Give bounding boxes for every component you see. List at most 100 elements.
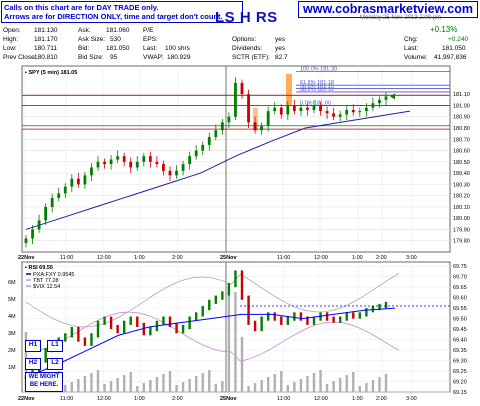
quote-high-label: High:: [3, 36, 19, 43]
price-y-tick-label: 179.90: [453, 227, 470, 233]
rsi-y-tick-label: 69.75: [453, 264, 467, 270]
rsi-y-tick-label: 69.30: [453, 359, 467, 365]
candle-body: [44, 206, 48, 221]
volume-tick-label: 2M: [8, 348, 16, 354]
rsi-legend-entry: PXA:FXY 0.9545: [33, 272, 74, 278]
candle-body: [214, 130, 218, 138]
rsi-y-tick-label: 69.55: [453, 306, 467, 312]
quote-pe-label: P/E: [143, 27, 154, 34]
price-y-tick-label: 181.00: [453, 103, 470, 109]
rsi-candle: [96, 320, 100, 338]
volume-bar: [64, 385, 67, 392]
rsi-candle: [332, 316, 335, 323]
rsi-candle: [181, 324, 185, 334]
rsi-candle: [188, 316, 191, 330]
rsi-candle: [116, 324, 119, 334]
quote-volume: 41,997,836: [434, 54, 467, 61]
volume-bar: [247, 386, 250, 392]
price-panel-title: ▪ SPY (5 min) 181.05: [25, 70, 77, 76]
rsi-candle: [240, 270, 244, 300]
volume-bar: [253, 383, 257, 392]
rsi-legend-entry: $VIX 12.54: [33, 284, 60, 290]
candle-body: [181, 164, 185, 171]
price-y-tick-label: 181.10: [453, 92, 470, 98]
moving-average-line: [25, 110, 411, 230]
volume-bar: [116, 378, 119, 392]
candle-body: [358, 111, 362, 113]
orange-volume-bar: [253, 107, 258, 131]
candle-body: [162, 164, 165, 171]
rsi-candle: [103, 316, 106, 325]
rsi-candle: [365, 308, 368, 317]
volume-bar: [332, 381, 335, 392]
volume-bar: [221, 381, 224, 392]
candle-body: [292, 105, 296, 112]
quote-options: yes: [275, 36, 286, 43]
candle-body: [279, 107, 283, 115]
volume-bar: [214, 384, 218, 392]
price-y-tick-label: 180.90: [453, 115, 470, 121]
volume-bar: [136, 386, 139, 392]
quote-open: 181.130: [34, 27, 58, 34]
rsi-y-tick-label: 69.20: [453, 380, 467, 386]
candle-body: [116, 156, 120, 160]
volume-bar: [83, 376, 87, 392]
volume-bar: [181, 382, 185, 392]
price-x-tick-label: 12:00: [314, 255, 328, 261]
rsi-candle: [358, 312, 362, 319]
candle-body: [306, 107, 309, 110]
candle-body: [103, 161, 106, 165]
price-y-tick-label: 180.60: [453, 149, 470, 155]
rsi-x-tick-label: 22Nov: [18, 396, 35, 402]
quote-vwap-label: VWAP:: [143, 54, 164, 61]
price-x-tick-label: 1:00: [134, 255, 145, 261]
volume-bar: [77, 379, 80, 392]
price-x-tick-label: 2:00: [376, 255, 387, 261]
candle-body: [266, 111, 270, 126]
price-x-tick-label: 22Nov: [18, 255, 35, 261]
quote-vwap: 180.929: [167, 54, 191, 61]
candle-body: [332, 113, 336, 117]
price-x-tick-label: 11:00: [277, 255, 290, 261]
rsi-legend-entry: TBT 77.28: [33, 278, 59, 284]
rsi-x-tick-label: 1:00: [134, 396, 145, 402]
note-line-2: Arrows are for DIRECTION ONLY, time and …: [4, 12, 223, 21]
volume-bar: [240, 337, 244, 392]
box-l1: L1: [47, 340, 63, 352]
price-y-tick-label: 180.40: [453, 171, 470, 177]
rsi-y-tick-label: 69.25: [453, 369, 467, 375]
volume-bar: [371, 380, 375, 392]
candle-body: [247, 94, 250, 123]
rsi-x-tick-label: 1:00: [352, 396, 363, 402]
volume-bar: [149, 380, 152, 392]
candle-body: [24, 238, 28, 243]
volume-tick-label: 5M: [8, 297, 16, 303]
candle-body: [286, 105, 290, 115]
candle-body: [364, 107, 368, 112]
volume-bar: [90, 373, 93, 392]
rsi-candle: [260, 316, 263, 332]
rsi-candle: [194, 312, 198, 321]
volume-tick-label: 3M: [8, 331, 16, 337]
candle-body: [142, 156, 146, 162]
box-h1: H1: [25, 340, 41, 352]
candle-body: [135, 161, 139, 168]
rsi-y-tick-label: 69.50: [453, 317, 467, 323]
quote-sctr-label: SCTR (ETF):: [232, 54, 270, 61]
volume-bar: [260, 380, 263, 392]
rsi-x-tick-label: 25Nov: [220, 396, 237, 402]
candle-body: [325, 111, 329, 114]
quote-bid: 181.050: [106, 45, 130, 52]
candle-body: [273, 107, 277, 112]
quote-bidsize: 95: [110, 54, 118, 61]
volume-tick-label: 6M: [8, 280, 16, 286]
volume-bar: [201, 373, 204, 392]
website-banner[interactable]: www.cobrasmarketview.com: [298, 1, 478, 18]
box-we-might-be-here: WE MIGHT BE HERE.: [25, 372, 63, 392]
candle-body: [96, 161, 100, 168]
rsi-candle: [136, 316, 139, 327]
price-y-tick-label: 180.00: [453, 216, 470, 222]
volume-bar: [175, 385, 178, 392]
quote-prevclose-label: Prev Close:: [3, 54, 37, 61]
rsi-y-tick-label: 69.40: [453, 338, 467, 344]
